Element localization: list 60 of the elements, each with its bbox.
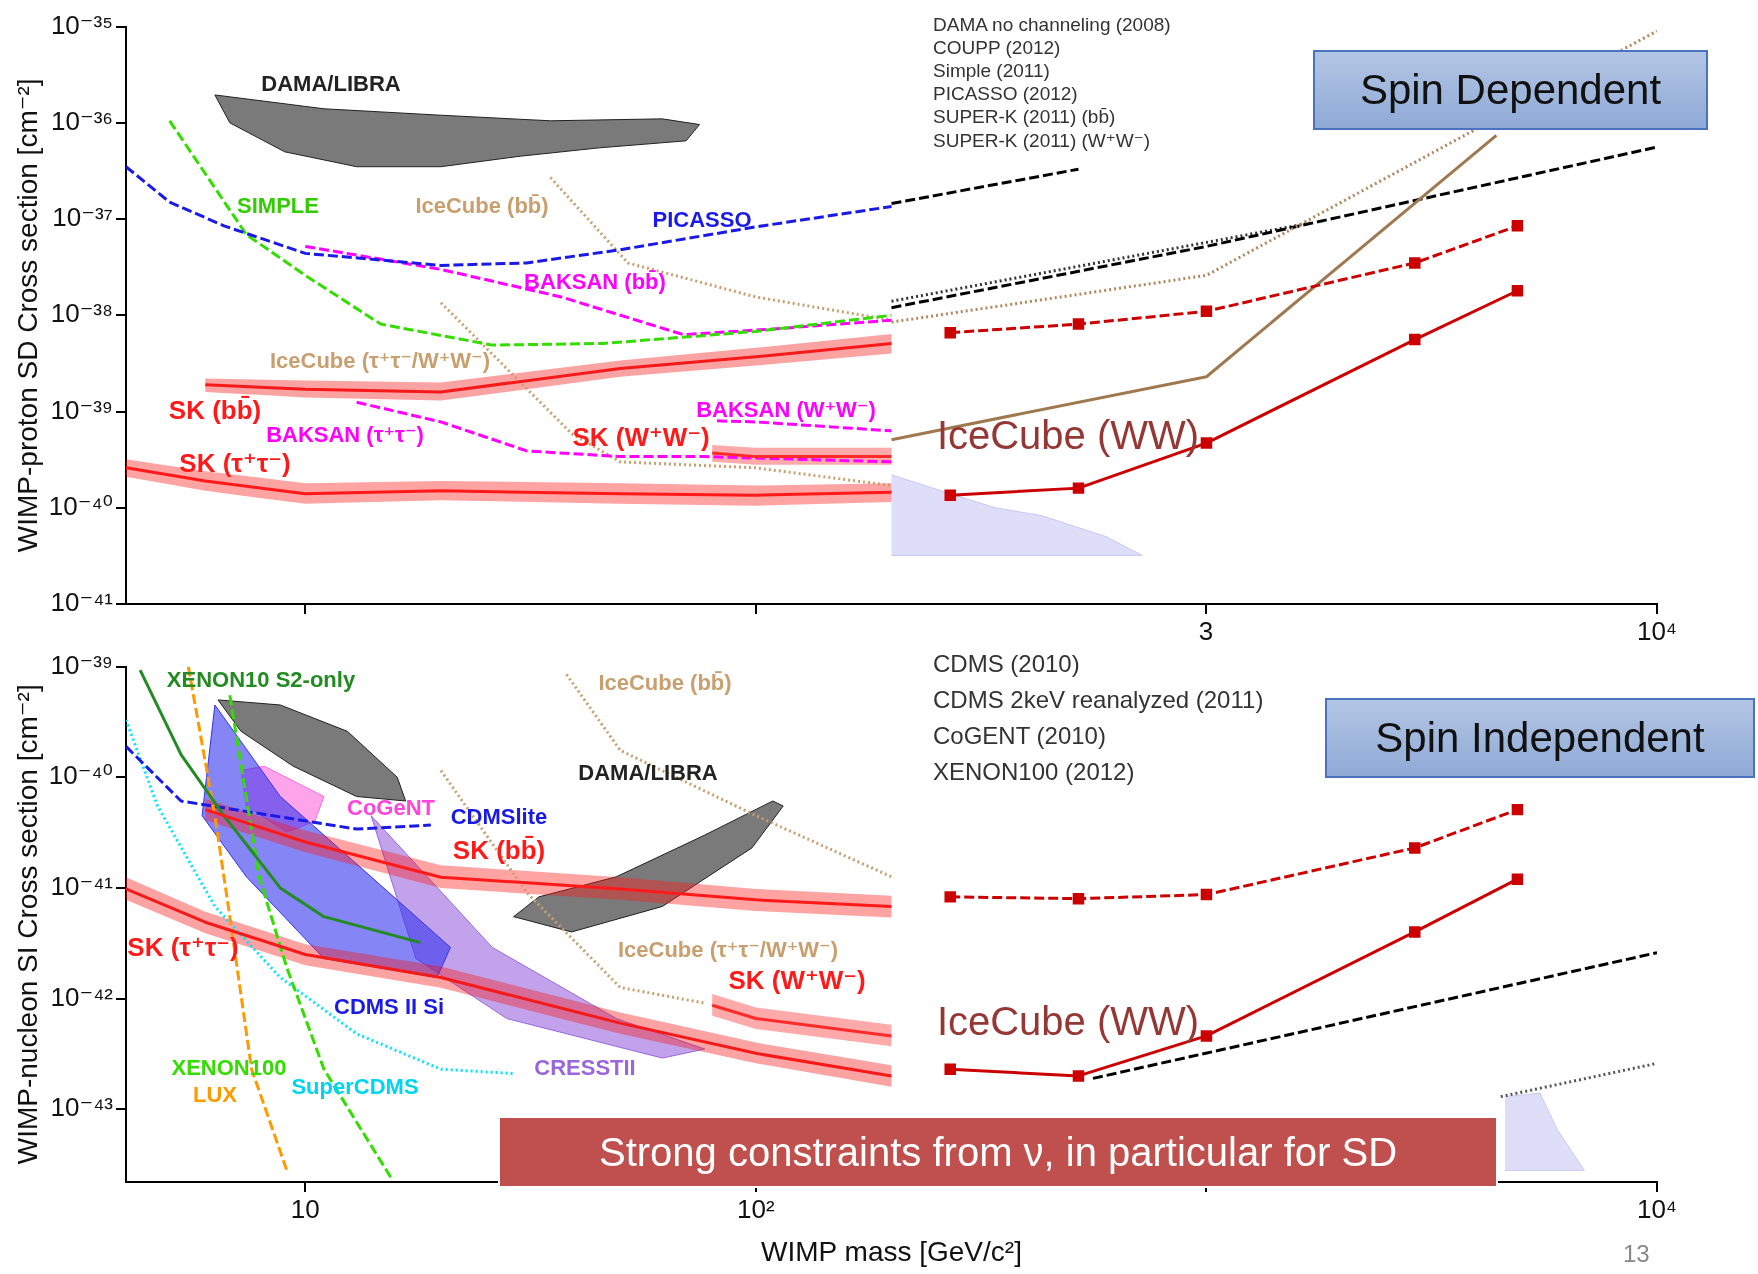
y-tick-label: 10⁻⁴³ (50, 1092, 114, 1123)
text-box: Strong constraints from ν, in particular for SD (498, 1116, 1498, 1188)
x-tick-label: 10 (290, 1193, 320, 1224)
y-tick-label: 10⁻³⁹ (50, 649, 113, 680)
x-tick-label: 10⁴ (1636, 1193, 1678, 1224)
text: 3 (1198, 615, 1214, 647)
annotation: CoGeNT (347, 795, 435, 821)
annotation: CDMS (2010) (933, 650, 1080, 678)
annotation: XENON100 (171, 1055, 287, 1081)
annotation: CRESSTII (534, 1055, 636, 1081)
annotation: CDMSlite (450, 804, 548, 830)
annotation: SUPER-K (2011) (bb̄) (933, 106, 1116, 128)
annotation: SK (W⁺W⁻) (728, 964, 866, 996)
y-tick-label: 10⁻⁴¹ (50, 587, 114, 618)
annotation: IceCube (τ⁺τ⁻/W⁺W⁻) (269, 348, 491, 374)
annotation: BAKSAN (τ⁺τ⁻) (266, 422, 424, 448)
y-tick-label: 10⁻³⁶ (50, 106, 113, 137)
x-axis-title: WIMP mass [GeV/c²] (761, 1235, 1022, 1267)
text-box: Spin Dependent (1313, 50, 1708, 130)
x-tick-label: 10² (737, 1193, 775, 1224)
y-tick-label: 10⁻⁴⁰ (48, 490, 113, 521)
y-tick-label: 10⁻³⁸ (50, 298, 113, 329)
text-box: Spin Independent (1325, 698, 1755, 778)
annotation: IceCube (τ⁺τ⁻/W⁺W⁻) (617, 937, 839, 963)
y-tick-label: 10⁻³⁹ (50, 394, 113, 425)
annotation: DAMA/LIBRA (261, 71, 401, 97)
y-tick-label: 10⁻⁴¹ (50, 871, 114, 902)
text: 13 (1623, 1240, 1650, 1268)
y-tick-label: 10⁻³⁷ (52, 202, 113, 233)
y-axis-title: WIMP-proton SD Cross section [cm⁻²] (11, 78, 43, 553)
annotation: SK (bb̄) (452, 834, 546, 866)
annotation: XENON10 S2-only (166, 667, 356, 693)
annotation: CDMS II Si (333, 994, 445, 1020)
annotation: Simple (2011) (933, 60, 1050, 82)
y-tick-label: 10⁻⁴⁰ (48, 760, 113, 791)
annotation: PICASSO (2012) (933, 83, 1078, 105)
annotation: CoGENT (2010) (933, 722, 1106, 750)
annotation: SK (τ⁺τ⁻) (127, 931, 239, 963)
annotation: IceCube (WW) (936, 412, 1200, 458)
annotation: SIMPLE (237, 193, 319, 219)
annotation: SK (bb̄) (168, 394, 262, 426)
annotation: IceCube (WW) (936, 998, 1200, 1044)
annotation: SUPER-K (2011) (W⁺W⁻) (933, 129, 1151, 152)
y-axis-title: WIMP-nucleon SI Cross section [cm⁻²] (11, 684, 43, 1165)
annotation: IceCube (bb̄) (415, 193, 549, 219)
y-tick-label: 10⁻³⁵ (50, 9, 113, 40)
y-tick-label: 10⁻⁴² (50, 981, 114, 1012)
annotation: SK (W⁺W⁻) (572, 421, 710, 453)
annotation: IceCube (bb̄) (598, 670, 732, 696)
annotation: CDMS 2keV reanalyzed (2011) (933, 686, 1264, 714)
annotation: SuperCDMS (291, 1074, 419, 1100)
annotation: PICASSO (652, 207, 752, 233)
annotation: COUPP (2012) (933, 37, 1061, 59)
annotation: SK (τ⁺τ⁻) (179, 447, 291, 479)
annotation: XENON100 (2012) (933, 758, 1135, 786)
annotation: LUX (193, 1082, 237, 1108)
annotation: BAKSAN (bb̄) (524, 269, 666, 295)
annotation: DAMA no channeling (2008) (933, 14, 1171, 36)
annotation: BAKSAN (W⁺W⁻) (696, 397, 876, 423)
text: 10⁴ (1636, 615, 1678, 647)
